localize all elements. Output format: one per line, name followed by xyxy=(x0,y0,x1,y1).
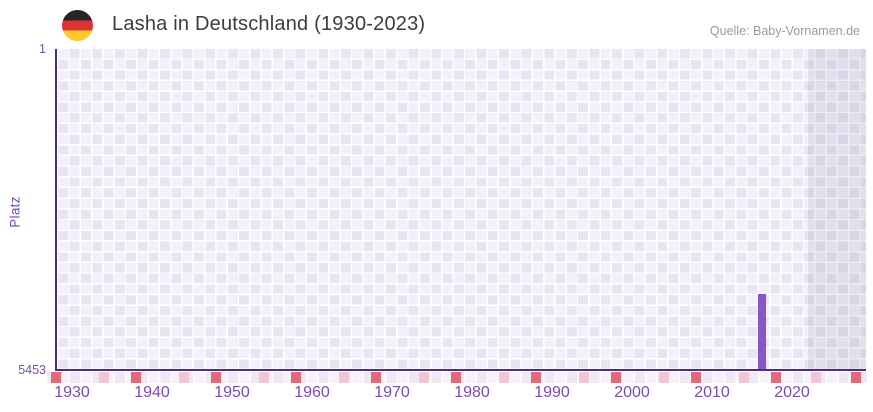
decade-marker-pink xyxy=(739,372,749,383)
decade-marker-red xyxy=(51,372,61,383)
x-tick-labels: 1930 1940 1950 1960 1970 1980 1990 2000 2010 2020 xyxy=(54,384,866,406)
x-tick-label: 2020 xyxy=(774,384,810,401)
decade-marker-red xyxy=(371,372,381,383)
source-label: Quelle: Baby-Vornamen.de xyxy=(709,24,860,38)
x-tick-label: 1960 xyxy=(294,384,330,401)
decade-marker-red xyxy=(611,372,621,383)
chart-title: Lasha in Deutschland (1930-2023) xyxy=(112,13,426,35)
decade-marker-red xyxy=(771,372,781,383)
y-axis-title: Platz xyxy=(7,196,23,228)
decade-marker-pink xyxy=(811,372,821,383)
timeline-strip xyxy=(46,372,867,383)
x-tick-label: 1980 xyxy=(454,384,490,401)
decade-marker-red xyxy=(451,372,461,383)
x-axis-line xyxy=(55,369,866,371)
decade-marker-pink xyxy=(659,372,669,383)
decade-marker-pink xyxy=(259,372,269,383)
x-tick-label: 1940 xyxy=(134,384,170,401)
decade-marker-red xyxy=(531,372,541,383)
x-tick-label: 2010 xyxy=(694,384,730,401)
x-tick-label: 1990 xyxy=(534,384,570,401)
decade-marker-pink xyxy=(579,372,589,383)
y-axis-line xyxy=(55,49,57,371)
y-tick-bottom: 5453 xyxy=(18,363,46,377)
y-tick-top: 1 xyxy=(39,42,46,56)
x-tick-label: 2000 xyxy=(614,384,650,401)
x-tick-label: 1950 xyxy=(214,384,250,401)
decade-marker-pink xyxy=(419,372,429,383)
decade-marker-red xyxy=(211,372,221,383)
recent-years-shade xyxy=(808,49,866,370)
decade-marker-red xyxy=(851,372,861,383)
germany-flag-icon xyxy=(62,10,93,41)
decade-marker-pink xyxy=(339,372,349,383)
decade-marker-red xyxy=(131,372,141,383)
decade-marker-red xyxy=(291,372,301,383)
decade-marker-pink xyxy=(179,372,189,383)
decade-marker-pink xyxy=(99,372,109,383)
plot-area xyxy=(57,49,866,370)
x-tick-label: 1930 xyxy=(54,384,90,401)
decade-marker-red xyxy=(691,372,701,383)
rank-bar-2016[interactable] xyxy=(758,293,766,370)
x-tick-label: 1970 xyxy=(374,384,410,401)
decade-marker-pink xyxy=(499,372,509,383)
